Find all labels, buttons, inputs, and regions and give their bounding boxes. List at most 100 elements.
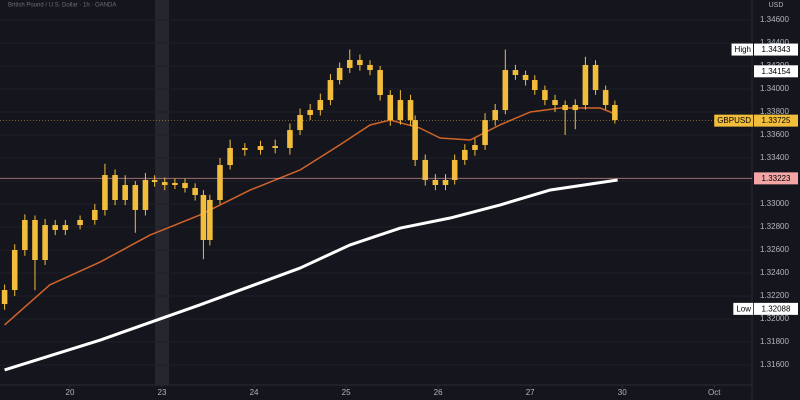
candle-body bbox=[102, 175, 108, 210]
y-tick-label: 1.32400 bbox=[760, 268, 789, 277]
price-tag-name-box bbox=[714, 114, 754, 127]
candle-body bbox=[77, 219, 83, 226]
session-band bbox=[155, 0, 169, 385]
candle-body bbox=[602, 90, 609, 105]
y-tick-label: 1.34600 bbox=[760, 15, 789, 24]
candle-body bbox=[377, 70, 383, 95]
candle-body bbox=[542, 90, 548, 101]
candle-body bbox=[451, 159, 458, 180]
candle-body bbox=[552, 100, 558, 105]
candle-body bbox=[217, 165, 223, 200]
candle-body bbox=[172, 182, 178, 186]
candle-body bbox=[387, 94, 394, 121]
candle-body bbox=[272, 146, 278, 148]
price-tag-name-box bbox=[733, 302, 754, 315]
candle-body bbox=[242, 147, 248, 150]
candle-body bbox=[161, 182, 168, 186]
candle-body bbox=[62, 225, 69, 230]
candle-body bbox=[397, 100, 404, 121]
price-tag bbox=[754, 43, 798, 56]
candle-body bbox=[151, 179, 158, 183]
y-tick-label: 1.33600 bbox=[760, 130, 789, 139]
candle-body bbox=[287, 130, 293, 148]
price-tag bbox=[754, 65, 798, 78]
candle-body bbox=[92, 209, 98, 220]
x-tick-label: 26 bbox=[434, 388, 443, 397]
price-tag-label: 1.32088 bbox=[762, 304, 791, 313]
chart-title: British Pound / U.S. Dollar · 1h · OANDA bbox=[8, 3, 116, 9]
y-tick-label: 1.32000 bbox=[760, 314, 789, 323]
candle-body bbox=[502, 70, 509, 111]
candle-body bbox=[512, 70, 519, 75]
candle-body bbox=[122, 185, 128, 200]
y-tick-label: 1.33000 bbox=[760, 199, 789, 208]
y-tick-label: 1.34000 bbox=[760, 84, 789, 93]
candle-body bbox=[442, 179, 449, 186]
y-tick-label: 1.34400 bbox=[760, 38, 789, 47]
price-tag-label: 1.33725 bbox=[762, 116, 791, 125]
candle-body bbox=[522, 74, 529, 81]
candle-body bbox=[412, 120, 418, 160]
candle-body bbox=[562, 104, 568, 111]
candle-body bbox=[112, 175, 118, 200]
y-tick-label: 1.33400 bbox=[760, 153, 789, 162]
candle-body bbox=[200, 195, 207, 240]
price-tag-name-box bbox=[731, 43, 753, 56]
y-tick-label: 1.31800 bbox=[760, 337, 789, 346]
price-tag bbox=[754, 114, 798, 127]
candle-body bbox=[192, 188, 198, 196]
candle-body bbox=[592, 64, 599, 91]
candle-body bbox=[182, 182, 188, 189]
currency-label: USD bbox=[769, 2, 784, 9]
x-tick-label: 27 bbox=[526, 388, 535, 397]
price-tag-name: High bbox=[735, 45, 751, 54]
candle-body bbox=[482, 120, 488, 146]
candle-body bbox=[472, 145, 478, 150]
candle-body bbox=[307, 110, 313, 115]
candle-body bbox=[22, 219, 28, 250]
x-tick-label: 23 bbox=[158, 388, 167, 397]
candle-body bbox=[612, 104, 618, 121]
candle-body bbox=[367, 64, 373, 71]
y-tick-label: 1.32600 bbox=[760, 245, 789, 254]
candle-body bbox=[32, 219, 38, 261]
y-tick-label: 1.33800 bbox=[760, 107, 789, 116]
candle-body bbox=[531, 80, 538, 91]
x-tick-label: 24 bbox=[250, 388, 259, 397]
candle-body bbox=[432, 179, 439, 186]
price-tag-label: 1.34154 bbox=[762, 67, 791, 76]
candle-body bbox=[317, 100, 324, 111]
candle-body bbox=[142, 179, 149, 210]
x-tick-label: 30 bbox=[618, 388, 627, 397]
candle-body bbox=[336, 67, 343, 81]
candle-body bbox=[582, 64, 589, 105]
price-tag-name: Low bbox=[736, 304, 751, 313]
candle-body bbox=[422, 159, 429, 180]
candle-body bbox=[1, 290, 8, 305]
price-tag bbox=[754, 172, 798, 185]
candle-body bbox=[297, 114, 303, 131]
candle-body bbox=[327, 80, 334, 101]
candle-body bbox=[11, 249, 18, 291]
candle-body bbox=[492, 110, 498, 121]
candle-body bbox=[346, 60, 353, 68]
moving-average bbox=[4, 107, 618, 326]
candle-body bbox=[227, 147, 233, 166]
price-tag-name: GBPUSD bbox=[717, 116, 751, 125]
x-tick-label: Oct bbox=[708, 388, 721, 397]
candle-body bbox=[357, 60, 363, 65]
candle-body bbox=[257, 146, 264, 150]
price-tag bbox=[754, 302, 798, 315]
candle-body bbox=[132, 185, 139, 210]
candle-body bbox=[462, 149, 468, 160]
candle-body bbox=[52, 225, 59, 230]
y-tick-label: 1.31600 bbox=[760, 360, 789, 369]
y-tick-label: 1.32800 bbox=[760, 222, 789, 231]
moving-average bbox=[4, 178, 618, 372]
candle-body bbox=[42, 225, 48, 261]
y-tick-label: 1.32200 bbox=[760, 291, 789, 300]
price-tag-label: 1.34343 bbox=[762, 45, 791, 54]
price-tag-label: 1.33223 bbox=[762, 174, 791, 183]
